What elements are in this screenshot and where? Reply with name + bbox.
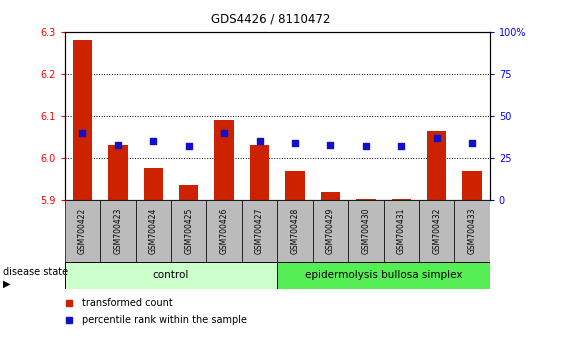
Text: GSM700427: GSM700427 [255,208,264,254]
Text: GSM700424: GSM700424 [149,208,158,254]
Bar [391,199,411,200]
Point [78,130,87,136]
Text: GSM700425: GSM700425 [184,208,193,254]
Bar [383,200,419,262]
Point [255,138,264,144]
Bar [108,145,128,200]
Point [291,140,300,145]
Bar [250,145,269,200]
Bar [278,262,490,289]
Bar [454,200,490,262]
Point [184,143,193,149]
Bar [171,200,207,262]
Point [113,142,122,147]
Text: GSM700426: GSM700426 [220,208,229,254]
Bar [100,200,136,262]
Text: percentile rank within the sample: percentile rank within the sample [82,315,247,325]
Point [468,140,477,145]
Text: GDS4426 / 8110472: GDS4426 / 8110472 [211,12,330,25]
Point [220,130,229,136]
Text: GSM700423: GSM700423 [113,208,122,254]
Text: disease state: disease state [3,267,68,277]
Text: GSM700422: GSM700422 [78,208,87,254]
Bar [419,200,454,262]
Text: GSM700432: GSM700432 [432,208,441,254]
Point [361,143,370,149]
Text: epidermolysis bullosa simplex: epidermolysis bullosa simplex [305,270,462,280]
Bar [65,262,278,289]
Bar [312,200,348,262]
Text: GSM700431: GSM700431 [397,208,406,254]
Bar [427,131,446,200]
Bar [65,200,100,262]
Bar [356,199,376,200]
Point [149,138,158,144]
Bar [179,185,199,200]
Bar [285,171,305,200]
Text: GSM700430: GSM700430 [361,208,370,254]
Text: GSM700429: GSM700429 [326,208,335,254]
Bar [321,192,340,200]
Bar [73,40,92,200]
Text: ▶: ▶ [3,279,10,289]
Bar [462,171,482,200]
Bar [242,200,277,262]
Bar [136,200,171,262]
Point [432,135,441,141]
Bar [215,120,234,200]
Bar [207,200,242,262]
Text: transformed count: transformed count [82,298,172,308]
Text: GSM700433: GSM700433 [468,208,477,254]
Bar [278,200,312,262]
Text: control: control [153,270,189,280]
Bar [348,200,383,262]
Point [397,143,406,149]
Text: GSM700428: GSM700428 [291,208,300,254]
Point [326,142,335,147]
Bar [144,169,163,200]
